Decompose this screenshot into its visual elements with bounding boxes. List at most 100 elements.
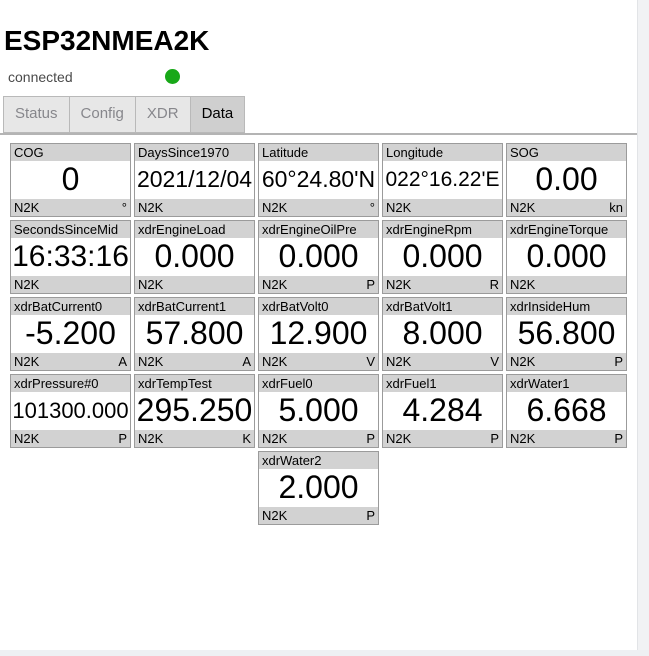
data-card-source: N2K	[138, 199, 164, 215]
data-card: xdrWater1 6.668 N2K P	[506, 373, 627, 448]
data-card-source: N2K	[262, 507, 288, 523]
data-card-source: N2K	[14, 199, 40, 215]
tab-status[interactable]: Status	[3, 96, 70, 133]
data-card-source: N2K	[138, 276, 164, 292]
connection-status-label: connected	[8, 69, 73, 86]
data-card: xdrEngineOilPre 0.000 N2K P	[258, 219, 379, 294]
data-card-source: N2K	[510, 430, 536, 446]
data-card-footer: N2K P	[259, 429, 378, 447]
data-card-footer: N2K °	[11, 198, 130, 216]
tab-label: XDR	[146, 105, 179, 123]
data-card-label: xdrBatVolt1	[383, 297, 502, 315]
data-card-label: SOG	[507, 143, 626, 161]
data-card: xdrPressure#0 101300.000 N2K P	[10, 373, 131, 448]
data-card-footer: N2K P	[259, 506, 378, 524]
data-card-value: 56.800	[517, 315, 616, 352]
data-card-unit: A	[118, 353, 127, 369]
data-card-footer: N2K A	[11, 352, 130, 370]
data-card-source: N2K	[386, 199, 412, 215]
data-card-unit: °	[369, 199, 375, 215]
data-card-unit: kn	[609, 199, 623, 215]
data-card-label: xdrEngineTorque	[507, 220, 626, 238]
data-card-unit: V	[366, 353, 375, 369]
data-card-source: N2K	[510, 276, 536, 292]
data-card-label: xdrWater2	[259, 451, 378, 469]
data-card-label: xdrEngineRpm	[383, 220, 502, 238]
data-card-value: 0.000	[278, 238, 359, 275]
data-card-label: xdrWater1	[507, 374, 626, 392]
tab-xdr[interactable]: XDR	[134, 96, 191, 133]
data-card-label: xdrEngineLoad	[135, 220, 254, 238]
data-card: xdrBatCurrent0 -5.200 N2K A	[10, 296, 131, 371]
data-card-value: 0.000	[154, 238, 235, 275]
data-card-value: 6.668	[526, 392, 607, 429]
data-card-value: 101300.000	[12, 397, 129, 423]
data-card-unit: P	[118, 430, 127, 446]
data-card-label: xdrFuel1	[383, 374, 502, 392]
data-card: DaysSince1970 2021/12/04 N2K	[134, 142, 255, 217]
data-card-label: Longitude	[383, 143, 502, 161]
data-card-source: N2K	[386, 430, 412, 446]
data-card-label: xdrEngineOilPre	[259, 220, 378, 238]
horizontal-scrollbar[interactable]	[0, 650, 649, 656]
data-card-value: 022°16.22'E	[385, 167, 500, 191]
data-card-footer: N2K V	[383, 352, 502, 370]
data-card-label: SecondsSinceMid	[11, 220, 130, 238]
data-card-value: 16:33:16	[12, 239, 129, 273]
data-card: COG 0 N2K °	[10, 142, 131, 217]
data-card-value: 295.250	[136, 392, 253, 429]
data-card-unit: K	[242, 430, 251, 446]
data-card: xdrFuel0 5.000 N2K P	[258, 373, 379, 448]
data-card: xdrEngineTorque 0.000 N2K	[506, 219, 627, 294]
data-card-footer: N2K P	[507, 352, 626, 370]
data-card-value: 2.000	[278, 469, 359, 506]
data-card: xdrEngineLoad 0.000 N2K	[134, 219, 255, 294]
data-card-footer: N2K	[135, 198, 254, 216]
data-card-footer: N2K R	[383, 275, 502, 293]
data-card-footer: N2K	[507, 275, 626, 293]
data-card-footer: N2K P	[507, 429, 626, 447]
page-title: ESP32NMEA2K	[4, 25, 210, 56]
data-card: xdrEngineRpm 0.000 N2K R	[382, 219, 503, 294]
data-card-value: 0	[61, 161, 80, 198]
data-card-footer: N2K P	[11, 429, 130, 447]
data-card-source: N2K	[138, 353, 164, 369]
data-card-footer: N2K	[383, 198, 502, 216]
data-card-value: 60°24.80'N	[261, 166, 376, 193]
data-card-label: xdrTempTest	[135, 374, 254, 392]
data-card-unit: A	[242, 353, 251, 369]
data-card-label: xdrFuel0	[259, 374, 378, 392]
data-card-unit: P	[490, 430, 499, 446]
data-card-label: xdrBatCurrent0	[11, 297, 130, 315]
data-card: Longitude 022°16.22'E N2K	[382, 142, 503, 217]
tab-label: Config	[80, 105, 124, 123]
tab-divider	[0, 132, 637, 135]
tab-data[interactable]: Data	[189, 96, 246, 133]
data-card-value: 0.000	[402, 238, 483, 275]
tab-config[interactable]: Config	[68, 96, 136, 133]
data-card: xdrBatVolt1 8.000 N2K V	[382, 296, 503, 371]
data-card-unit: R	[489, 276, 499, 292]
data-card-source: N2K	[262, 430, 288, 446]
vertical-scrollbar[interactable]	[637, 0, 649, 656]
data-card: SOG 0.00 N2K kn	[506, 142, 627, 217]
data-card: xdrTempTest 295.250 N2K K	[134, 373, 255, 448]
main-content: ESP32NMEA2K connected Status Config XDR …	[0, 26, 637, 525]
data-card-source: N2K	[14, 276, 40, 292]
data-card-source: N2K	[510, 199, 536, 215]
data-card-value: 5.000	[278, 392, 359, 429]
data-card-source: N2K	[14, 353, 40, 369]
data-card-label: xdrInsideHum	[507, 297, 626, 315]
data-card-unit: P	[366, 507, 375, 523]
data-card: xdrWater2 2.000 N2K P	[258, 450, 379, 525]
data-card-label: DaysSince1970	[135, 143, 254, 161]
data-card-value: 0.000	[526, 238, 607, 275]
connection-status-row: connected	[8, 69, 637, 85]
data-card-value: 57.800	[145, 315, 244, 352]
data-card: xdrInsideHum 56.800 N2K P	[506, 296, 627, 371]
data-card-footer: N2K K	[135, 429, 254, 447]
data-card-footer: N2K	[135, 275, 254, 293]
data-card-source: N2K	[262, 353, 288, 369]
data-card: Latitude 60°24.80'N N2K °	[258, 142, 379, 217]
tab-label: Data	[201, 105, 234, 123]
